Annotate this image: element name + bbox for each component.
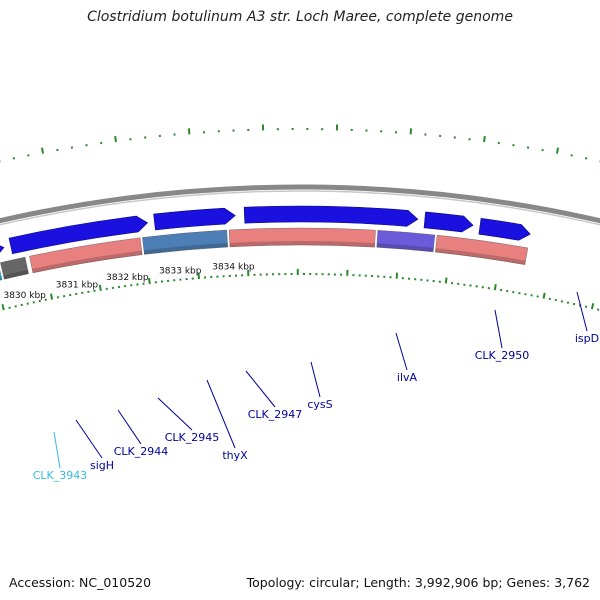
forward-cds — [423, 211, 474, 233]
inner-tick — [1, 304, 5, 311]
backbone-inner — [0, 190, 600, 226]
gene-leader-line — [245, 370, 276, 408]
reverse-cds — [0, 256, 29, 280]
gene-leader-line — [75, 419, 103, 459]
inner-tick — [49, 293, 54, 300]
reverse-cds-shadow — [229, 241, 375, 248]
gene-label: ispD — [575, 332, 599, 345]
cds-layer — [0, 205, 531, 281]
gene-leader-line — [206, 379, 236, 449]
reverse-cds-shadow — [376, 243, 434, 252]
reverse-cds — [228, 227, 376, 248]
reverse-cds-shadow — [435, 248, 526, 265]
gene-label: CLK_2947 — [248, 408, 303, 421]
outer-tick — [114, 135, 117, 143]
gene-leader-line — [117, 409, 142, 445]
reverse-cds — [0, 270, 3, 281]
tick-label-layer: 3826 kbp3827 kbp3828 kbp3829 kbp3830 kbp… — [3, 263, 255, 301]
gene-leader-line — [157, 397, 193, 431]
reverse-cds — [435, 234, 529, 265]
tick-label: 3834 kbp — [212, 263, 255, 273]
inner-tick — [148, 277, 151, 285]
gene-label: CLK_2944 — [114, 445, 169, 458]
inner-tick — [493, 284, 497, 291]
ring-layer — [0, 124, 600, 311]
inner-tick — [542, 292, 546, 299]
tick-label: 3832 kbp — [106, 273, 149, 283]
gene-label: CLK_3943 — [33, 469, 88, 482]
accession-text: Accession: NC_010520 — [9, 575, 152, 590]
gene-leader-line — [310, 361, 321, 398]
gene-label: CLK_2950 — [475, 349, 530, 362]
tick-label: 3830 kbp — [3, 291, 46, 301]
reverse-cds — [376, 230, 436, 253]
outer-tick — [483, 135, 486, 143]
outer-tick — [555, 147, 560, 154]
reverse-cds-shadow — [3, 269, 29, 280]
tick-label: 3831 kbp — [56, 281, 99, 291]
reverse-cds — [142, 229, 228, 255]
inner-tick — [98, 284, 102, 291]
reverse-cds-shadow — [32, 250, 143, 273]
map-title: Clostridium botulinum A3 str. Loch Maree… — [87, 9, 513, 25]
forward-cds — [0, 245, 5, 253]
inner-tick — [590, 303, 595, 310]
forward-cds — [478, 218, 531, 241]
forward-cds — [8, 215, 149, 255]
forward-cds — [153, 207, 236, 231]
gene-leader-line — [53, 431, 61, 469]
gene-leader-line — [395, 332, 408, 371]
forward-cds — [243, 205, 419, 227]
reverse-cds-shadow — [143, 243, 228, 255]
gene-leader-line — [494, 309, 503, 349]
gene-label: ilvA — [397, 371, 418, 384]
topology-text: Topology: circular; Length: 3,992,906 bp… — [246, 575, 590, 590]
gene-label: CLK_2945 — [165, 431, 220, 444]
gene-label: sigH — [90, 459, 114, 472]
gene-label: thyX — [222, 449, 248, 462]
reverse-cds-shadow — [0, 275, 3, 281]
outer-tick — [40, 147, 45, 154]
tick-label: 3833 kbp — [159, 267, 202, 277]
gene-label: cysS — [307, 398, 332, 411]
reverse-cds — [29, 237, 143, 274]
inner-tick — [444, 277, 448, 284]
backbone-outer — [0, 184, 600, 224]
gene-leader-line — [576, 291, 588, 332]
